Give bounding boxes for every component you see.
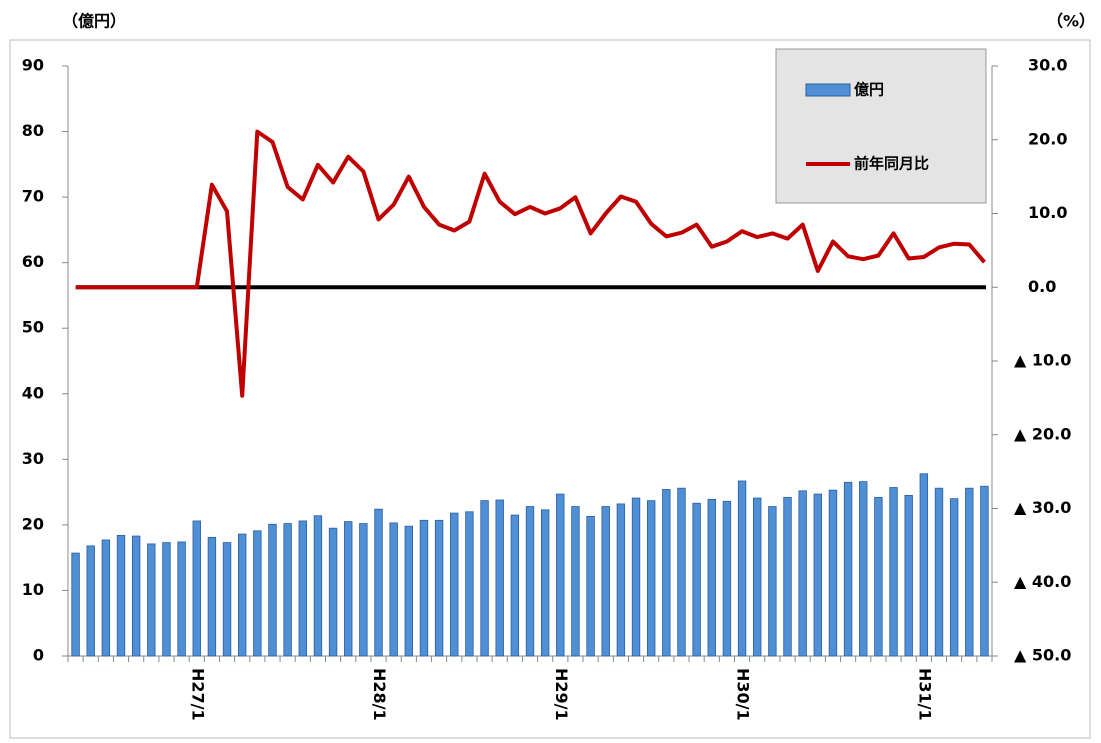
bar [419,519,429,657]
y2-axis-title: （%） [1047,12,1095,31]
bar [298,520,307,657]
bar [722,500,732,657]
bar [253,530,262,657]
bar [344,521,353,657]
bar [601,506,610,657]
y-tick-label: 60 [22,252,44,271]
y2-tick-label: 0.0 [1028,277,1056,296]
bar [813,493,823,657]
bar [949,498,959,657]
y-tick-label: 10 [22,580,44,599]
line [75,129,986,398]
bar [147,543,156,657]
bar [434,519,444,657]
bar [480,500,489,657]
bar [692,502,701,657]
bar [843,481,853,657]
bar [192,520,201,657]
bar [450,512,459,657]
bar [86,545,95,657]
bar [359,523,368,657]
bar [525,506,535,657]
bar [646,500,656,657]
bar [313,515,323,657]
y-tick-label: 80 [22,121,44,140]
bar [737,480,747,657]
bar [374,508,383,657]
bar [874,496,883,657]
chart-frame [9,39,1091,739]
bar [631,497,641,657]
y-tick-label: 70 [22,187,44,206]
bar [571,506,580,657]
legend [775,48,987,204]
y2-tick-label: 20.0 [1028,129,1067,148]
bar [207,536,217,657]
bar [904,494,913,657]
y-tick-label: 90 [22,56,44,75]
bar [510,514,520,657]
bar [268,523,277,657]
legend-label: 前年同月比 [854,155,929,173]
bar [707,498,716,657]
bar [889,487,898,657]
y2-tick-label: 10.0 [1028,203,1067,222]
bar [965,487,974,657]
y2-tick-label: ▲ 30.0 [1014,498,1071,517]
bar [465,511,474,657]
bar [616,503,626,657]
bar [556,493,565,657]
bar [753,497,762,657]
bar [116,534,126,657]
bar [859,481,868,657]
bar [586,515,595,657]
bar [283,523,292,657]
y-tick-label: 50 [22,318,44,337]
bar [389,522,398,657]
bar [980,485,989,657]
y-tick-label: 40 [22,383,44,402]
bar [934,487,944,657]
bar [768,506,777,657]
x-tick-label: H31/1 [915,668,934,721]
bar [662,489,671,657]
bar [177,541,186,657]
bar [540,509,550,657]
y-tick-label: 20 [22,514,44,533]
y-tick-label: 0 [33,646,44,665]
x-tick-label: H27/1 [188,668,207,721]
y2-tick-label: ▲ 40.0 [1014,572,1071,591]
legend-swatch [805,83,851,97]
bar [404,525,414,657]
bar [222,542,232,657]
y2-tick-label: ▲ 10.0 [1014,351,1071,370]
bar [783,496,792,657]
x-tick-label: H30/1 [734,668,753,721]
bar [919,473,929,657]
bar [162,542,171,657]
bar [71,552,80,657]
y-tick-label: 30 [22,449,44,468]
y-axis-title: （億円） [62,12,126,31]
y2-tick-label: ▲ 50.0 [1014,646,1071,665]
y2-tick-label: 30.0 [1028,56,1067,75]
y2-tick-label: ▲ 20.0 [1014,424,1071,443]
bar [828,489,838,657]
bar [495,499,504,657]
x-tick-label: H28/1 [370,668,389,721]
legend-label: 億円 [854,81,884,99]
bar [131,535,141,657]
bar [237,533,247,657]
bar [677,487,686,657]
bar [101,539,111,657]
x-tick-label: H29/1 [552,668,571,721]
bar [798,490,807,657]
bar [328,527,338,657]
